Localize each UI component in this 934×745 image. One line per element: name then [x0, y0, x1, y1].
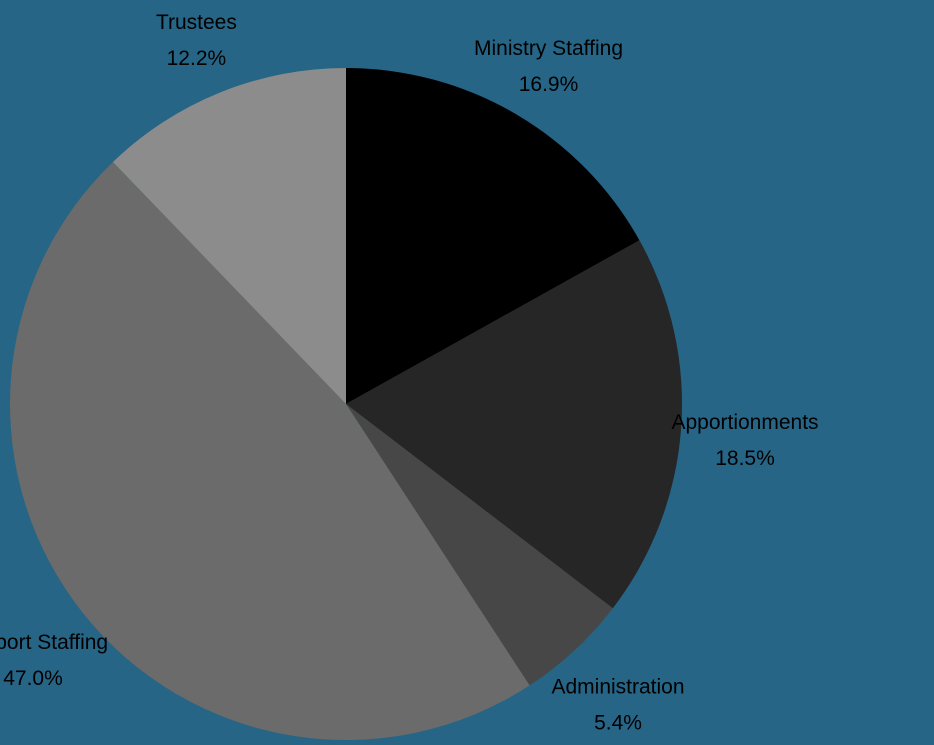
- pie-slice-apportionments: [346, 240, 683, 609]
- slice-label-administration: Administration 5.4%: [551, 675, 684, 734]
- slice-category-label: Trustees: [156, 11, 237, 34]
- slice-percent-label: 16.9%: [519, 73, 579, 96]
- pie-slice-support-staffing: [9, 161, 530, 741]
- pie-slices: [9, 68, 683, 741]
- pie-slice-ministry-staffing: [346, 68, 640, 404]
- slice-percent-label: 5.4%: [594, 711, 642, 734]
- slice-label-support-staffing: Support Staffing 47.0%: [0, 631, 108, 690]
- slice-category-label: Administration: [551, 675, 684, 698]
- pie-slice-administration: [346, 404, 613, 686]
- slice-category-label: Ministry Staffing: [474, 37, 623, 60]
- pie-labels: Ministry Staffing 16.9% Apportionments 18.5…: [0, 11, 819, 734]
- slice-label-ministry-staffing: Ministry Staffing 16.9%: [474, 37, 623, 96]
- slice-percent-label: 47.0%: [3, 667, 63, 690]
- slice-percent-label: 12.2%: [167, 47, 227, 70]
- slice-category-label: Support Staffing: [0, 631, 108, 654]
- slice-category-label: Apportionments: [671, 411, 818, 434]
- pie-slice-trustees: [112, 68, 347, 404]
- slice-label-trustees: Trustees 12.2%: [156, 11, 237, 70]
- slice-label-apportionments: Apportionments 18.5%: [671, 411, 818, 470]
- slice-percent-label: 18.5%: [715, 447, 775, 470]
